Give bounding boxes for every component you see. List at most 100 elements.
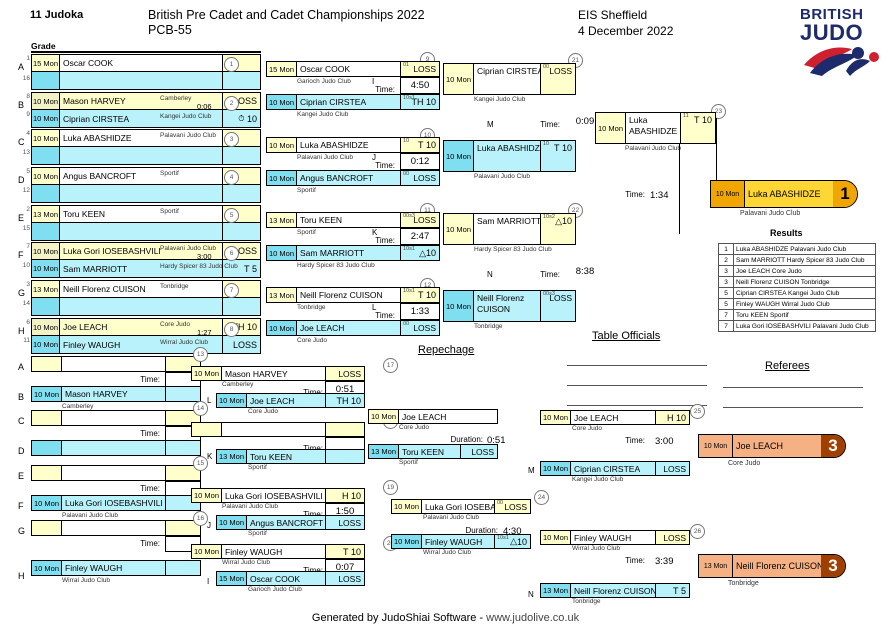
bracket-slot[interactable]: 15 Mon Oscar COOK [266, 61, 421, 77]
score[interactable] [165, 520, 201, 536]
bracket-slot[interactable] [31, 440, 186, 456]
bracket-slot[interactable]: 10 Mon Luka Gori IOSEBASHVILI [191, 488, 346, 503]
bracket-slot[interactable]: 13 Mon Toru KEEN [216, 449, 346, 464]
score[interactable]: LOSS [325, 366, 365, 381]
bracket-slot[interactable]: 10 Mon Luka Gori IOSEBASHVILI LOSS [31, 242, 261, 260]
bracket-slot[interactable] [31, 298, 261, 316]
score[interactable]: LOSS [325, 515, 365, 530]
score[interactable]: LOSS [655, 461, 690, 476]
score[interactable]: TH 10 [325, 393, 365, 408]
score[interactable] [165, 465, 201, 481]
grade-badge: 10 Mon [541, 411, 571, 424]
grade-badge: 13 Mon [217, 450, 247, 463]
bracket-slot[interactable] [31, 465, 186, 481]
bracket-slot[interactable]: 10 Mon Sam MARRIOTT T 5 [31, 260, 261, 278]
bracket-slot[interactable]: 13 Mon Toru KEEN [266, 212, 421, 228]
champion-banner[interactable]: 10 Mon Luka ABASHIDZE 1 [710, 180, 858, 208]
mat-letter: M [487, 120, 494, 129]
mat-letter: J [207, 521, 211, 530]
officials-line[interactable] [567, 365, 707, 366]
bracket-slot[interactable]: 10 Mon Mason HARVEY [31, 386, 186, 402]
bracket-slot[interactable]: 10 Mon Finley WAUGH [540, 530, 690, 545]
bracket-slot[interactable] [31, 520, 186, 536]
score[interactable]: 00 LOSS [400, 320, 440, 336]
bracket-slot[interactable]: 10 Mon Luka Gori IOSEBASHVILI [31, 495, 186, 511]
score[interactable]: 01 LOSS [400, 61, 440, 77]
bracket-slot[interactable]: 10 Mon Luka ABASHIDZE [31, 129, 261, 147]
bracket-slot[interactable]: 10 Mon Sam MARRIOTT [266, 245, 421, 261]
score[interactable]: 10 T 10 [540, 140, 576, 172]
score[interactable]: 00 LOSS [400, 170, 440, 186]
score[interactable]: 10s1 △ 10 [494, 534, 531, 549]
venue: EIS Sheffield [578, 8, 648, 22]
bout-number: 6 [224, 246, 239, 261]
bracket-slot[interactable] [31, 72, 261, 90]
bracket-slot[interactable]: 10 Mon Finley WAUGH [31, 560, 186, 576]
score[interactable]: 00 LOSS [494, 499, 531, 514]
bracket-slot[interactable]: 10 Mon Joe LEACH [266, 320, 421, 336]
score[interactable]: 00s3 LOSS [540, 290, 576, 322]
officials-line[interactable] [567, 385, 707, 386]
bracket-slot[interactable]: 10 Mon Angus BANCROFT [266, 170, 421, 186]
score[interactable]: 10s1 △ 10 [400, 245, 440, 261]
bracket-slot[interactable] [31, 185, 261, 203]
bracket-slot[interactable]: 10 Mon Luka ABASHIDZE [443, 140, 553, 172]
bracket-slot[interactable]: 10 Mon Ciprian CIRSTEA [266, 94, 421, 110]
score[interactable]: T 10 [325, 544, 365, 559]
score[interactable]: H 10 [325, 488, 365, 503]
bronze-banner[interactable]: 13 Mon Neill Florenz CUISON 3 [698, 554, 846, 578]
bracket-slot[interactable] [191, 422, 346, 437]
score[interactable]: LOSS [460, 444, 498, 459]
footer-url[interactable]: www.judolive.co.uk [486, 612, 580, 624]
score[interactable]: 10s1 T 10 [400, 287, 440, 303]
bracket-slot[interactable]: 10 Mon Luka Gori IOSEBASHVILI [391, 499, 531, 514]
officials-line[interactable] [567, 405, 707, 406]
score[interactable]: 00 LOSS [540, 63, 576, 95]
score[interactable]: H 10 [655, 410, 690, 425]
score[interactable] [165, 386, 201, 402]
bracket-slot[interactable]: 10 Mon Neill Florenz CUISON [443, 290, 553, 322]
score[interactable]: 11 T 10 [680, 112, 716, 144]
referee-line[interactable] [723, 387, 863, 388]
score[interactable] [325, 449, 365, 464]
referee-line[interactable] [723, 407, 863, 408]
bracket-slot[interactable]: 10 Mon Luka ABASHIDZE [266, 137, 421, 153]
score[interactable]: 10s1 TH 10 [400, 94, 440, 110]
bracket-slot[interactable]: 13 Mon Neill Florenz CUISON [266, 287, 421, 303]
club-name: Sportif [297, 187, 316, 194]
score-value: LOSS [549, 66, 572, 76]
bracket-slot[interactable]: 10 Mon Ciprian CIRSTEA [540, 461, 690, 476]
score-value: 10 [701, 115, 712, 125]
bracket-slot[interactable]: 10 Mon Luka ABASHIDZE [595, 112, 695, 144]
bracket-slot[interactable]: 10 Mon Mason HARVEY [191, 366, 346, 381]
bracket-slot[interactable] [31, 356, 186, 372]
bracket-slot[interactable] [31, 147, 261, 165]
bracket-slot[interactable]: 10 Mon Finley WAUGH LOSS [31, 336, 261, 354]
bracket-slot[interactable] [31, 410, 186, 426]
bracket-slot[interactable]: 10 Mon Ciprian CIRSTEA ⏱ 10 [31, 110, 261, 128]
results-row: 3 Joe LEACH Core Judo [718, 265, 876, 277]
score[interactable] [165, 560, 201, 576]
bronze-banner[interactable]: 10 Mon Joe LEACH 3 [698, 434, 846, 458]
score[interactable]: LOSS [325, 571, 365, 586]
score[interactable]: LOSS [655, 530, 690, 545]
score[interactable] [165, 440, 201, 456]
score[interactable]: 00s3 LOSS [400, 212, 440, 228]
bracket-slot[interactable]: 15 Mon Oscar COOK [216, 571, 346, 586]
score[interactable]: T 5 [655, 583, 690, 598]
bracket-slot[interactable]: 13 Mon Neill Florenz CUISON [540, 583, 690, 598]
score[interactable]: 10s2 △10 [540, 213, 576, 245]
score[interactable]: 10 T 10 [400, 137, 440, 153]
score[interactable] [325, 422, 365, 437]
bracket-slot[interactable]: 13 Mon Neill Florenz CUISON [31, 280, 261, 298]
bracket-slot[interactable]: 10 Mon Ciprian CIRSTEA [443, 63, 553, 95]
bracket-slot[interactable]: 10 Mon Finley WAUGH [191, 544, 346, 559]
duration-label: Duration: [450, 435, 483, 444]
time-label: Time: [268, 444, 323, 453]
bracket-slot[interactable]: 10 Mon Angus BANCROFT [216, 515, 346, 530]
club-name: Palavani Judo Club [740, 210, 801, 217]
bracket-slot[interactable]: 10 Mon Joe LEACH [368, 409, 498, 424]
bracket-slot[interactable] [31, 223, 261, 241]
bracket-slot[interactable]: 10 Mon Joe LEACH [540, 410, 690, 425]
bracket-slot[interactable]: 10 Mon Sam MARRIOTT [443, 213, 553, 245]
